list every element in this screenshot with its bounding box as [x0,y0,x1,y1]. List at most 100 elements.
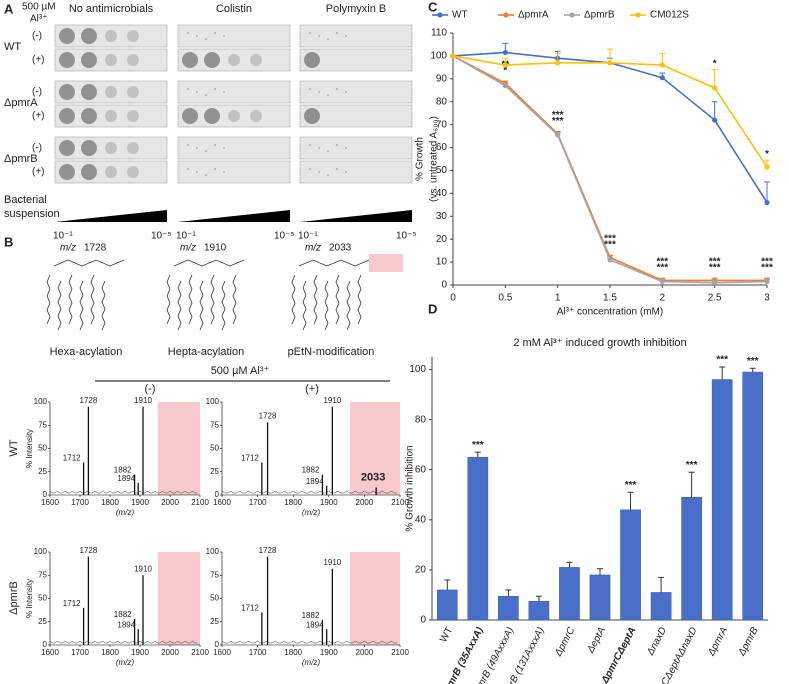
legend-marker [635,12,641,18]
colony-speck [223,147,225,149]
condition-label: (-) [32,31,42,42]
colony-speck [336,88,338,90]
colony-speck [214,32,216,34]
colony-speck [187,32,189,34]
x-tick-label: 1600 [41,498,59,507]
acyl-chain [221,280,226,331]
colony-speck [196,35,198,37]
colony-speck [327,174,329,176]
colony-spot [59,52,75,68]
structure-name: Hexa-acylation [50,346,123,358]
x-tick-label: 1800 [284,498,302,507]
peak-label: 1894 [306,620,324,629]
y-tick-label: 60 [436,142,448,153]
x-axis-label: Al³⁺ concentration (mM) [557,307,663,318]
column-header: No antimicrobials [69,3,154,15]
x-tick-label: 3 [764,293,770,304]
colony-speck [318,171,320,173]
x-axis-label: (m/z) [302,658,321,667]
y-tick-label: 60 [415,464,427,475]
highlight-region [350,402,400,495]
x-tick-label: 2100 [191,648,209,657]
acyl-chain [68,274,73,325]
x-tick-label: 1900 [320,498,338,507]
colony-speck [345,171,347,173]
mz-value: 2033 [329,243,352,254]
x-tick-label: 2000 [356,648,374,657]
y-tick-label: 80 [415,414,427,425]
x-tick-label: 1700 [71,648,89,657]
acyl-chain [357,274,362,325]
condition-label: (+) [305,383,319,395]
colony-speck [196,171,198,173]
acyl-chain [101,280,106,331]
peak-label: 1712 [63,599,81,608]
colony-speck [336,32,338,34]
significance: * [503,65,507,76]
colony-spot [81,28,97,44]
dilution-label: suspension [4,208,60,220]
x-tick-label: 1600 [213,648,231,657]
panel-letter: B [4,234,13,249]
colony-speck [187,88,189,90]
x-tick-label: 1700 [249,648,267,657]
colony-spot [127,86,139,98]
peak-label: 1728 [80,396,98,405]
condition-label: (+) [32,111,45,122]
dilution-end: 10⁻⁵ [274,231,295,242]
structure-name: Hepta-acylation [168,346,244,358]
y-tick-label: 90 [436,73,448,84]
y-tick-label: 10 [436,257,448,268]
colony-speck [345,91,347,93]
sugar-rings [53,259,125,267]
y-tick-label: 0 [441,280,447,291]
data-point [764,199,770,206]
colony-spot [304,108,320,124]
significance: *** [656,262,668,273]
colony-spot [204,108,220,124]
lipid-structure [291,259,370,331]
significance: * [713,58,717,69]
colony-speck [309,168,311,170]
legend-label: ΔpmrB [584,10,615,21]
significance: *** [709,262,721,273]
data-point [712,117,718,123]
legend-marker [569,12,575,18]
peak-label: 1712 [63,454,81,463]
plate-strip [299,104,413,128]
chart-title: 2 mM Al³⁺ induced growth inhibition [513,337,686,349]
legend-label: CM012S [650,10,689,21]
plate-strip [177,136,291,160]
colony-speck [318,147,320,149]
dilution-wedge [55,210,167,222]
x-tick-label: 0.5 [498,293,512,304]
petn-highlight [369,254,403,272]
x-axis-label: (m/z) [116,508,135,517]
x-tick-label: 1900 [131,648,149,657]
acyl-chain [335,274,340,325]
condition-label: (-) [32,87,42,98]
condition-label: (+) [32,55,45,66]
significance: *** [552,110,564,121]
peak-label: 1894 [117,474,135,483]
y-tick-label: 100 [206,547,220,556]
legend-label: WT [452,10,468,21]
highlight-region [350,552,400,645]
significance: *** [656,256,668,267]
colony-speck [223,35,225,37]
x-tick-label: WT [438,625,455,644]
y-tick-label: 25 [38,467,47,476]
y-tick-label: 0 [43,640,48,649]
y-axis-label: % Intensity [25,429,34,468]
x-tick-label: 0 [450,293,456,304]
y-tick-label: 0 [215,640,220,649]
peak-label: 1882 [114,466,132,475]
x-tick-label: ΔnaxD [645,625,669,658]
acyl-chain [199,280,204,331]
significance: *** [761,262,773,273]
series-line [452,51,768,203]
strain-label: ΔpmrB [4,153,38,165]
noise [49,490,198,494]
y-tick-label: 0 [215,490,220,499]
y-tick-label: 20 [436,234,448,245]
